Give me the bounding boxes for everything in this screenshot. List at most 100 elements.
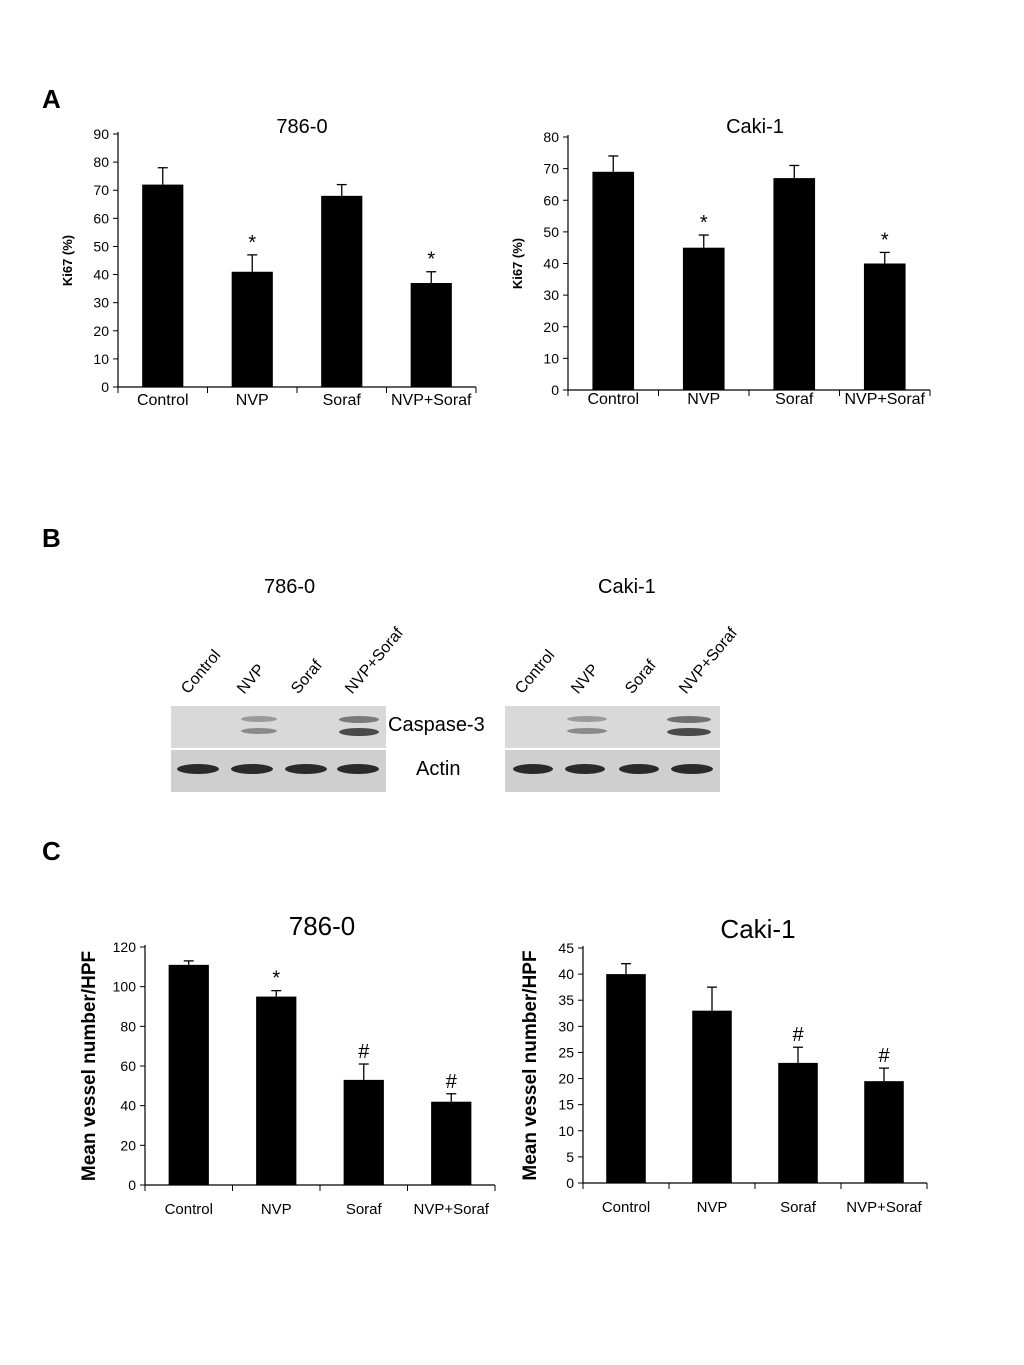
y-tick-label: 15 <box>558 1097 574 1113</box>
y-tick-label: 40 <box>93 267 109 283</box>
bar-nvp <box>682 247 725 390</box>
category-label-soraf: Soraf <box>346 1201 383 1218</box>
panel-label-c: C <box>42 836 61 866</box>
bar-nvp <box>231 271 273 387</box>
bar-control <box>168 964 209 1185</box>
y-tick-label: 30 <box>543 287 559 303</box>
y-tick-label: 10 <box>543 350 559 366</box>
category-label-nvp-soraf: NVP+Soraf <box>845 391 926 408</box>
y-axis-label: Ki67 (%) <box>60 235 75 286</box>
panel-label-b: B <box>42 523 61 553</box>
y-tick-label: 45 <box>558 940 574 956</box>
bar-control <box>606 974 646 1183</box>
chart-svg: Caki-1 Ki67 (%) 0 10 20 30 40 50 60 70 80 Control * N… <box>510 116 931 408</box>
vessels-786-0-chart: 786-0 Mean vessel number/HPF 0 20 40 60 80 100 1… <box>0 0 500 1240</box>
ki67-786-0-chart: 786-0 Ki67 (%) 0 10 20 30 40 50 60 70 80 90 Control *… <box>0 0 477 440</box>
y-tick-label: 70 <box>93 182 109 198</box>
y-tick-label: 25 <box>558 1044 574 1060</box>
y-tick-label: 80 <box>543 129 559 145</box>
category-label-nvp-soraf: NVP+Soraf <box>846 1199 922 1216</box>
category-label-control: Control <box>165 1201 213 1218</box>
y-tick-label: 20 <box>93 323 109 339</box>
category-label-nvp: NVP <box>236 392 269 409</box>
significance-marker: * <box>248 232 256 254</box>
category-label-nvp: NVP <box>697 1199 728 1216</box>
y-tick-label: 50 <box>93 238 109 254</box>
y-tick-label: 40 <box>558 966 574 982</box>
y-tick-label: 70 <box>543 161 559 177</box>
bar-control <box>142 184 184 387</box>
y-tick-label: 5 <box>566 1149 574 1165</box>
category-label-nvp: NVP <box>261 1201 292 1218</box>
category-label-soraf: Soraf <box>780 1199 817 1216</box>
category-label-control: Control <box>587 391 639 408</box>
y-tick-label: 30 <box>558 1018 574 1034</box>
y-tick-label: 60 <box>93 210 109 226</box>
y-tick-label: 30 <box>93 295 109 311</box>
category-label-nvp: NVP <box>687 391 720 408</box>
category-label-nvp-soraf: NVP+Soraf <box>414 1201 490 1218</box>
y-axis-label: Mean vessel number/HPF <box>79 951 100 1181</box>
y-tick-label: 0 <box>551 382 559 398</box>
category-label-soraf: Soraf <box>323 392 362 409</box>
bar-soraf <box>773 178 816 390</box>
significance-marker: * <box>881 229 889 251</box>
bar-soraf <box>321 195 363 387</box>
significance-marker: * <box>272 968 280 990</box>
y-tick-label: 80 <box>120 1018 136 1034</box>
chart-title: 786-0 <box>289 911 356 941</box>
bar-nvp-soraf <box>863 263 906 390</box>
bar-soraf <box>343 1079 384 1185</box>
blot-title-786-0: 786-0 <box>264 576 316 598</box>
significance-marker: * <box>700 212 708 234</box>
category-label-nvp-soraf: NVP+Soraf <box>391 392 472 409</box>
y-tick-label: 60 <box>120 1058 136 1074</box>
y-tick-label: 80 <box>93 154 109 170</box>
bar-nvp-soraf <box>864 1081 904 1183</box>
y-tick-label: 20 <box>558 1071 574 1087</box>
chart-svg: Caki-1 Mean vessel number/HPF 0 5 10 15 20 25 30… <box>520 914 928 1216</box>
blot-caki-1-caspase-3 <box>505 706 720 748</box>
bar-nvp <box>256 996 297 1185</box>
chart-title: 786-0 <box>276 116 327 138</box>
chart-svg: 786-0 Ki67 (%) 0 10 20 30 40 50 60 70 80 90 Control *… <box>60 116 477 409</box>
y-tick-label: 20 <box>120 1137 136 1153</box>
vessels-caki-1-chart: Caki-1 Mean vessel number/HPF 0 5 10 15 20 25 30… <box>520 914 928 1216</box>
chart-title: Caki-1 <box>720 914 795 944</box>
category-label-control: Control <box>137 392 189 409</box>
significance-marker: # <box>878 1045 890 1067</box>
significance-marker: # <box>446 1071 458 1093</box>
bar-nvp-soraf <box>431 1101 472 1185</box>
y-tick-label: 0 <box>101 379 109 395</box>
category-label-soraf: Soraf <box>775 391 814 408</box>
significance-marker: # <box>358 1041 370 1063</box>
protein-label-caspase-3: Caspase-3 <box>388 714 485 736</box>
y-tick-label: 60 <box>543 192 559 208</box>
y-axis-label: Ki67 (%) <box>510 238 525 289</box>
bar-nvp <box>692 1010 732 1183</box>
category-label-control: Control <box>602 1199 650 1216</box>
y-tick-label: 100 <box>113 979 137 995</box>
blot-786-0-caspase-3 <box>171 706 386 748</box>
significance-marker: # <box>792 1024 804 1046</box>
panel-label-a: A <box>42 84 61 114</box>
y-tick-label: 50 <box>543 224 559 240</box>
significance-marker: * <box>427 249 435 271</box>
protein-label-actin: Actin <box>416 758 461 780</box>
bar-nvp-soraf <box>410 282 452 387</box>
bar-soraf <box>778 1062 818 1183</box>
y-tick-label: 40 <box>543 256 559 272</box>
y-axis-label: Mean vessel number/HPF <box>520 950 541 1180</box>
blot-caki-1-actin <box>505 750 720 792</box>
y-tick-label: 40 <box>120 1098 136 1114</box>
y-tick-label: 35 <box>558 992 574 1008</box>
y-tick-label: 10 <box>558 1123 574 1139</box>
bar-control <box>592 171 635 390</box>
chart-title: Caki-1 <box>726 116 784 138</box>
blot-786-0-actin <box>171 750 386 792</box>
blot-title-caki-1: Caki-1 <box>598 576 656 598</box>
y-tick-label: 120 <box>113 939 137 955</box>
y-tick-label: 10 <box>93 351 109 367</box>
y-tick-label: 20 <box>543 319 559 335</box>
y-tick-label: 0 <box>566 1175 574 1191</box>
